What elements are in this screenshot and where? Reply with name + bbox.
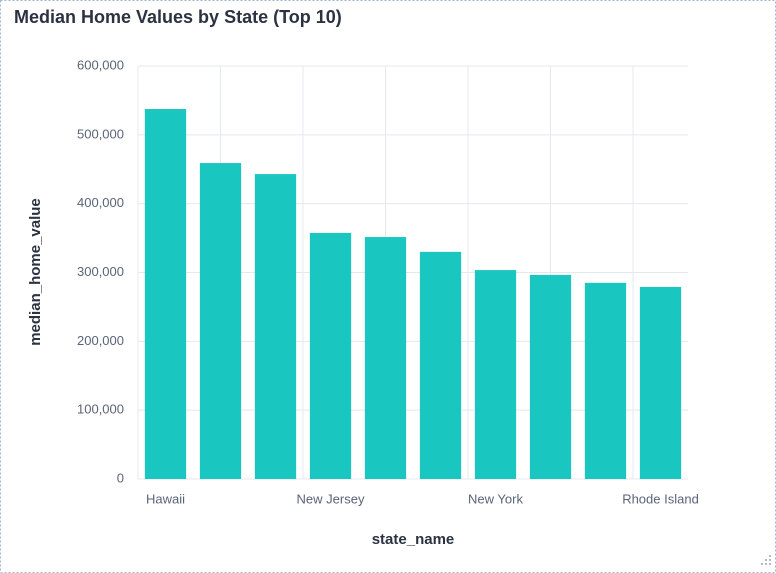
x-tick-label: Hawaii <box>146 491 185 506</box>
y-tick-label: 400,000 <box>77 195 124 210</box>
handle-dot <box>769 563 771 565</box>
y-tick-label: 200,000 <box>77 333 124 348</box>
bar <box>364 237 407 479</box>
bar <box>254 174 297 479</box>
bar <box>584 282 627 479</box>
y-tick-label: 0 <box>117 470 124 485</box>
bar <box>309 232 352 479</box>
handle-dot <box>765 563 767 565</box>
handle-dot <box>769 559 771 561</box>
resize-handle[interactable] <box>761 555 771 565</box>
y-tick-label: 100,000 <box>77 402 124 417</box>
chart-title: Median Home Values by State (Top 10) <box>14 7 342 27</box>
x-axis-label: state_name <box>372 531 455 548</box>
bar <box>529 274 572 479</box>
bar <box>144 109 187 479</box>
y-tick-label: 600,000 <box>77 57 124 72</box>
bar <box>639 286 682 479</box>
bar <box>474 270 517 479</box>
handle-dot <box>769 555 771 557</box>
x-tick-label: New Jersey <box>297 491 365 506</box>
x-tick-label: New York <box>468 491 523 506</box>
handle-dot <box>765 559 767 561</box>
bar <box>419 251 462 479</box>
handle-dot <box>761 563 763 565</box>
y-tick-label: 300,000 <box>77 264 124 279</box>
x-tick-label: Rhode Island <box>622 491 699 506</box>
y-axis-label: median_home_value <box>27 198 44 346</box>
bar <box>199 163 242 479</box>
y-tick-label: 500,000 <box>77 126 124 141</box>
